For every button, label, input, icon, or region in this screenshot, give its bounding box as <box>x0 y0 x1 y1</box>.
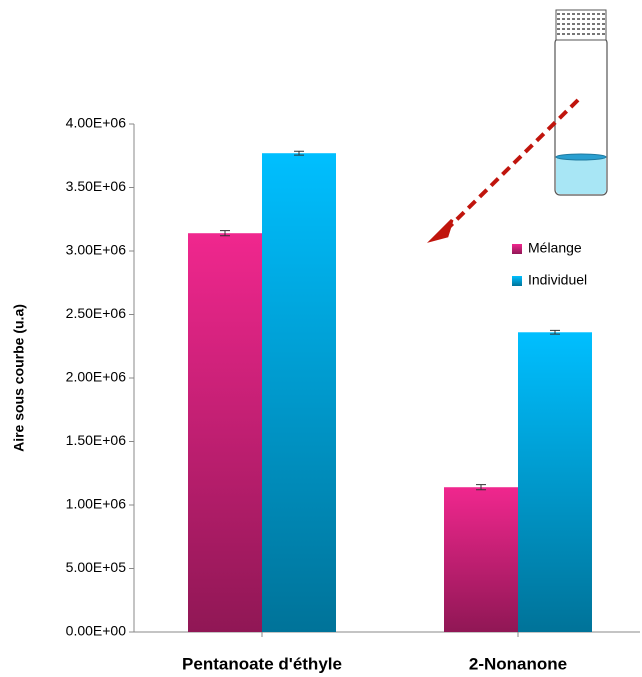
legend-swatch <box>512 276 522 286</box>
y-tick-label: 3.00E+06 <box>66 242 127 258</box>
arrow <box>426 98 580 243</box>
y-tick-label: 3.50E+06 <box>66 178 127 194</box>
bar <box>518 332 592 632</box>
y-tick-label: 4.00E+06 <box>66 115 127 131</box>
error-bar <box>476 484 486 491</box>
x-tick-label: Pentanoate d'éthyle <box>182 654 342 673</box>
error-bar <box>550 329 560 335</box>
legend-label: Mélange <box>528 240 582 256</box>
bar <box>188 233 262 632</box>
y-tick-label: 2.00E+06 <box>66 369 127 385</box>
x-tick-label: 2-Nonanone <box>469 654 567 673</box>
legend-label: Individuel <box>528 272 587 288</box>
error-bar <box>294 150 304 156</box>
legend-swatch <box>512 244 522 254</box>
y-tick-label: 2.50E+06 <box>66 305 127 321</box>
bar <box>262 153 336 632</box>
vial-icon <box>554 9 608 196</box>
y-tick-label: 1.00E+06 <box>66 496 127 512</box>
error-bar <box>220 230 230 237</box>
y-tick-label: 0.00E+00 <box>66 623 127 639</box>
bar <box>444 487 518 632</box>
y-tick-label: 5.00E+05 <box>66 559 127 575</box>
y-tick-label: 1.50E+06 <box>66 432 127 448</box>
y-axis-label: Aire sous courbe (u.a) <box>11 304 27 452</box>
